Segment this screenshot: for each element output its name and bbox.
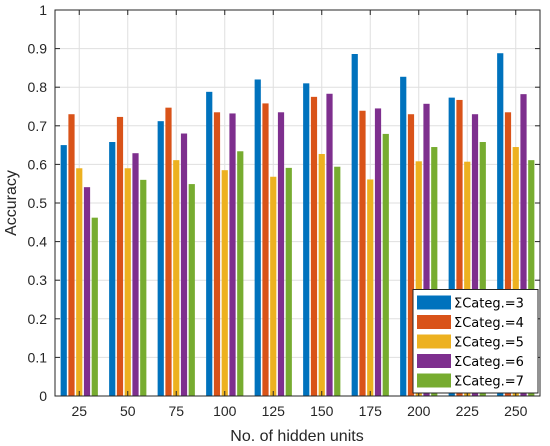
bar-6-200	[423, 103, 430, 396]
x-tick-label: 100	[213, 403, 237, 419]
x-tick-label: 175	[359, 403, 383, 419]
bar-4-150	[310, 96, 318, 396]
x-tick-label: 225	[456, 403, 480, 419]
x-tick-label: 250	[504, 403, 528, 419]
bar-4-225	[456, 99, 463, 397]
bar-4-100	[213, 112, 221, 396]
y-tick-label: 0.4	[28, 234, 48, 250]
y-tick-label: 0.5	[28, 195, 48, 211]
bar-4-25	[68, 114, 75, 396]
y-tick-label: 0.8	[28, 79, 48, 95]
x-tick-label: 200	[407, 403, 431, 419]
bar-5-25	[76, 168, 83, 396]
x-tick-label: 50	[120, 403, 136, 419]
bar-4-250	[504, 112, 512, 396]
legend-label: ΣCateg.=3	[454, 297, 524, 312]
bar-4-175	[359, 110, 366, 396]
y-tick-label: 1	[39, 2, 47, 18]
bar-3-25	[60, 145, 67, 396]
bar-4-125	[262, 103, 269, 397]
bar-5-75	[173, 160, 180, 396]
bar-4-200	[407, 114, 415, 396]
legend-swatch	[417, 373, 451, 388]
y-tick-label: 0.6	[28, 156, 48, 172]
bar-6-125	[277, 112, 285, 396]
legend-swatch	[417, 295, 451, 310]
bar-3-175	[351, 54, 358, 397]
legend-label: ΣCateg.=5	[454, 336, 524, 351]
bar-3-200	[400, 76, 407, 396]
bar-5-175	[367, 179, 374, 396]
bar-3-125	[254, 79, 261, 396]
bar-6-150	[326, 93, 333, 397]
y-tick-label: 0.1	[28, 349, 48, 365]
x-tick-label: 25	[71, 403, 87, 419]
bar-3-150	[303, 83, 310, 396]
x-tick-label: 125	[262, 403, 286, 419]
bar-5-225	[464, 161, 471, 396]
bar-3-75	[157, 121, 164, 396]
bar-3-250	[497, 53, 504, 397]
legend: ΣCateg.=3 ΣCateg.=4 ΣCateg.=5 ΣCateg.=6 ΣCat…	[412, 289, 539, 394]
y-axis-title: Accuracy	[3, 170, 20, 236]
bar-5-100	[221, 170, 228, 396]
y-tick-label: 0.9	[28, 41, 48, 57]
bar-5-125	[270, 176, 277, 396]
bar-7-25	[91, 217, 98, 396]
bar-6-250	[520, 94, 527, 396]
bar-5-50	[124, 168, 131, 396]
bar-3-100	[206, 91, 213, 396]
y-tick-label: 0.3	[28, 272, 48, 288]
bar-7-250	[528, 160, 535, 396]
bar-7-50	[140, 179, 147, 396]
bar-3-225	[448, 97, 455, 396]
bar-6-50	[132, 153, 139, 396]
bar-7-100	[237, 151, 244, 396]
bar-7-75	[188, 184, 195, 396]
legend-label: ΣCateg.=4	[454, 316, 524, 331]
bar-6-175	[374, 108, 382, 397]
y-tick-label: 0.2	[28, 311, 48, 327]
legend-label: ΣCateg.=6	[454, 355, 524, 370]
x-axis-title: No. of hidden units	[230, 428, 363, 445]
bar-6-225	[471, 114, 479, 396]
bar-3-50	[109, 142, 116, 396]
bars	[60, 53, 535, 397]
bar-7-200	[431, 147, 438, 396]
bar-7-175	[382, 133, 389, 396]
legend-swatch	[417, 354, 451, 368]
legend-label: ΣCateg.=7	[454, 375, 524, 390]
bar-5-150	[318, 153, 325, 396]
legend-swatch	[417, 334, 451, 349]
y-tick-label: 0	[39, 388, 47, 404]
bar-4-50	[116, 116, 124, 396]
y-tick-label: 0.7	[28, 118, 48, 134]
bar-6-25	[83, 187, 91, 396]
bar-7-150	[334, 166, 341, 396]
bar-7-225	[479, 142, 486, 396]
legend-swatch	[417, 315, 451, 329]
x-tick-label: 150	[310, 403, 334, 419]
bar-5-200	[415, 161, 422, 396]
bar-5-250	[512, 147, 519, 396]
bar-6-100	[229, 113, 236, 396]
bar-6-75	[180, 133, 188, 396]
x-tick-label: 75	[168, 403, 184, 419]
bar-7-125	[285, 167, 292, 396]
bar-4-75	[165, 107, 172, 397]
